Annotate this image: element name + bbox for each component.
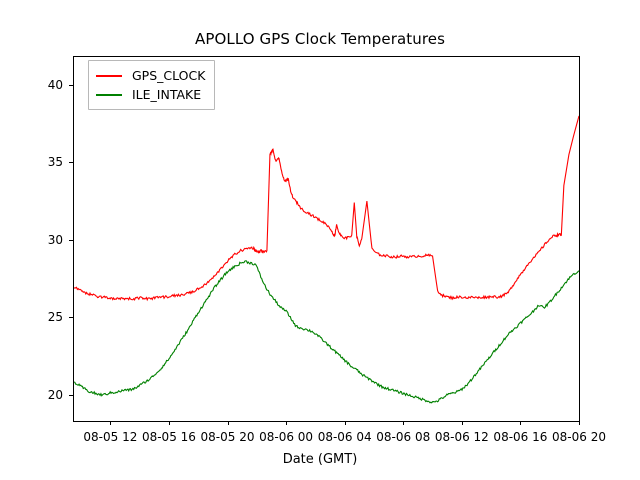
y-tick-mark	[69, 84, 73, 86]
y-tick-mark	[69, 394, 73, 396]
x-tick-mark	[461, 421, 463, 425]
x-tick-mark	[520, 421, 522, 425]
y-tick-label: 40	[47, 77, 63, 92]
x-tick-mark	[344, 421, 346, 425]
plot-area	[73, 56, 580, 422]
x-axis-label: Date (GMT)	[282, 452, 358, 467]
x-tick-mark	[403, 421, 405, 425]
legend-label: ILE_INTAKE	[132, 87, 202, 102]
y-tick-label: 30	[47, 232, 63, 247]
x-tick-label: 08-06 20	[552, 430, 606, 444]
series-line-ile-intake	[74, 260, 579, 404]
x-tick-label: 08-06 08	[376, 430, 431, 444]
legend-label: GPS_CLOCK	[132, 68, 206, 83]
x-tick-mark	[579, 421, 580, 425]
chart-title: APOLLO GPS Clock Temperatures	[194, 30, 446, 48]
series-lines	[74, 115, 579, 404]
y-tick-label: 35	[47, 155, 63, 170]
y-tick-mark	[69, 162, 73, 164]
series-line-gps-clock	[74, 115, 579, 302]
legend-swatch-icon	[96, 74, 122, 77]
x-tick-label: 08-06 16	[493, 430, 548, 444]
y-tick-mark	[69, 317, 73, 319]
x-tick-label: 08-05 20	[200, 430, 255, 444]
x-tick-label: 08-05 16	[141, 430, 196, 444]
x-tick-mark	[286, 421, 288, 425]
y-tick-label: 20	[47, 387, 63, 402]
x-tick-label: 08-06 00	[259, 430, 314, 444]
legend-swatch-icon	[96, 93, 122, 96]
legend-item-ile-intake: ILE_INTAKE	[96, 85, 205, 104]
y-tick-mark	[69, 239, 73, 241]
x-tick-label: 08-05 12	[83, 430, 138, 444]
y-tick-label: 25	[47, 310, 63, 325]
x-tick-mark	[168, 421, 170, 425]
chart-legend: GPS_CLOCK ILE_INTAKE	[88, 60, 216, 110]
legend-item-gps-clock: GPS_CLOCK	[96, 66, 205, 85]
x-tick-mark	[227, 421, 229, 425]
x-tick-label: 08-06 04	[317, 430, 372, 444]
x-tick-label: 08-06 12	[434, 430, 489, 444]
x-tick-mark	[110, 421, 112, 425]
